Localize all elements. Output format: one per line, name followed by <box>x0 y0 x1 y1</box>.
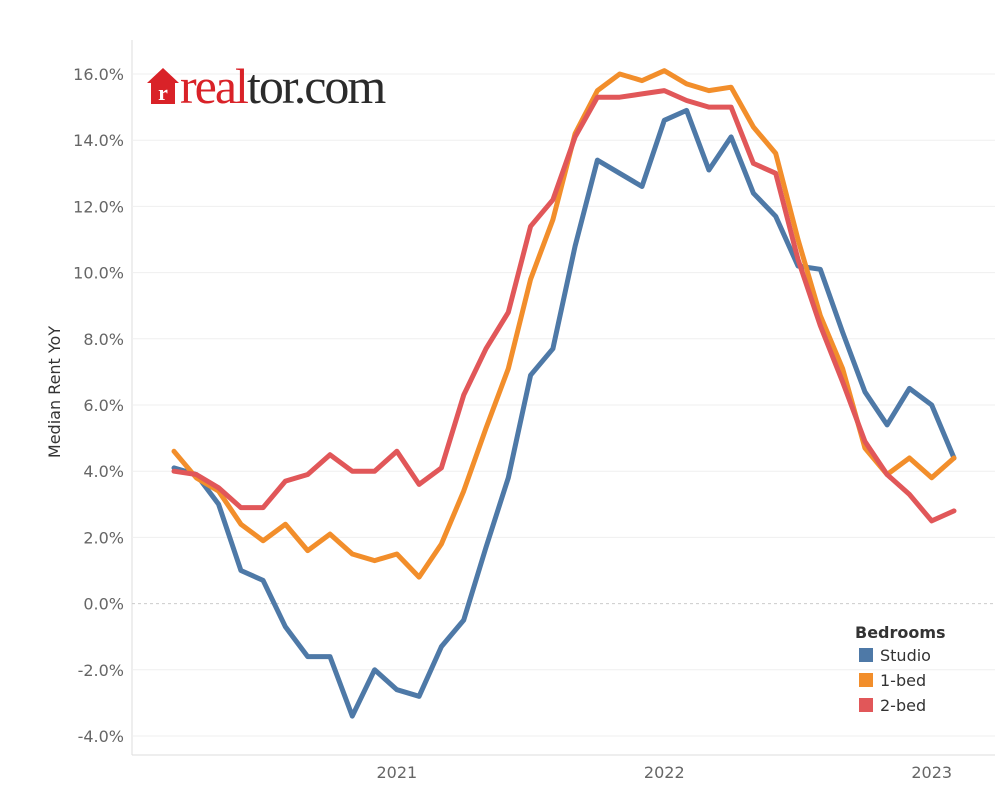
y-tick-label: 14.0% <box>73 131 124 150</box>
y-tick-label: -4.0% <box>78 727 124 746</box>
y-tick-label: 2.0% <box>83 528 124 547</box>
series-lines <box>171 68 957 719</box>
gridlines <box>132 73 995 737</box>
legend-title: Bedrooms <box>855 623 946 642</box>
legend-label[interactable]: 1-bed <box>880 671 926 690</box>
y-axis-title: Median Rent YoY <box>45 326 64 458</box>
y-tick-label: 0.0% <box>83 595 124 614</box>
legend-swatch[interactable] <box>859 673 873 687</box>
logo-wordmark-dark: tor.com <box>246 58 386 114</box>
house-r-icon: r <box>147 68 179 105</box>
legend[interactable]: Bedrooms Studio 1-bed 2-bed <box>855 623 946 715</box>
legend-label[interactable]: Studio <box>880 646 931 665</box>
series-line-studio <box>171 107 957 719</box>
logo-wordmark-red: real <box>180 58 249 114</box>
x-tick-label: 2022 <box>644 763 685 782</box>
series-line-1-bed <box>171 68 957 580</box>
realtor-logo: r realtor.com <box>146 56 386 116</box>
y-tick-label: 6.0% <box>83 396 124 415</box>
svg-text:r: r <box>158 80 168 105</box>
logo-wordmark: realtor.com <box>180 58 386 114</box>
x-tick-labels: 2021 2022 2023 <box>376 763 952 782</box>
y-tick-label: 16.0% <box>73 65 124 84</box>
y-tick-labels: -4.0% -2.0% 0.0% 2.0% 4.0% 6.0% 8.0% 10.0% 12.0%… <box>73 65 124 746</box>
y-tick-label: 4.0% <box>83 462 124 481</box>
y-tick-label: 8.0% <box>83 330 124 349</box>
y-tick-label: -2.0% <box>78 661 124 680</box>
legend-label[interactable]: 2-bed <box>880 696 926 715</box>
y-tick-label: 10.0% <box>73 264 124 283</box>
y-tick-label: 12.0% <box>73 197 124 216</box>
legend-swatch[interactable] <box>859 648 873 662</box>
x-tick-label: 2021 <box>376 763 417 782</box>
x-tick-label: 2023 <box>911 763 952 782</box>
series-line-2-bed <box>171 88 957 524</box>
legend-swatch[interactable] <box>859 698 873 712</box>
